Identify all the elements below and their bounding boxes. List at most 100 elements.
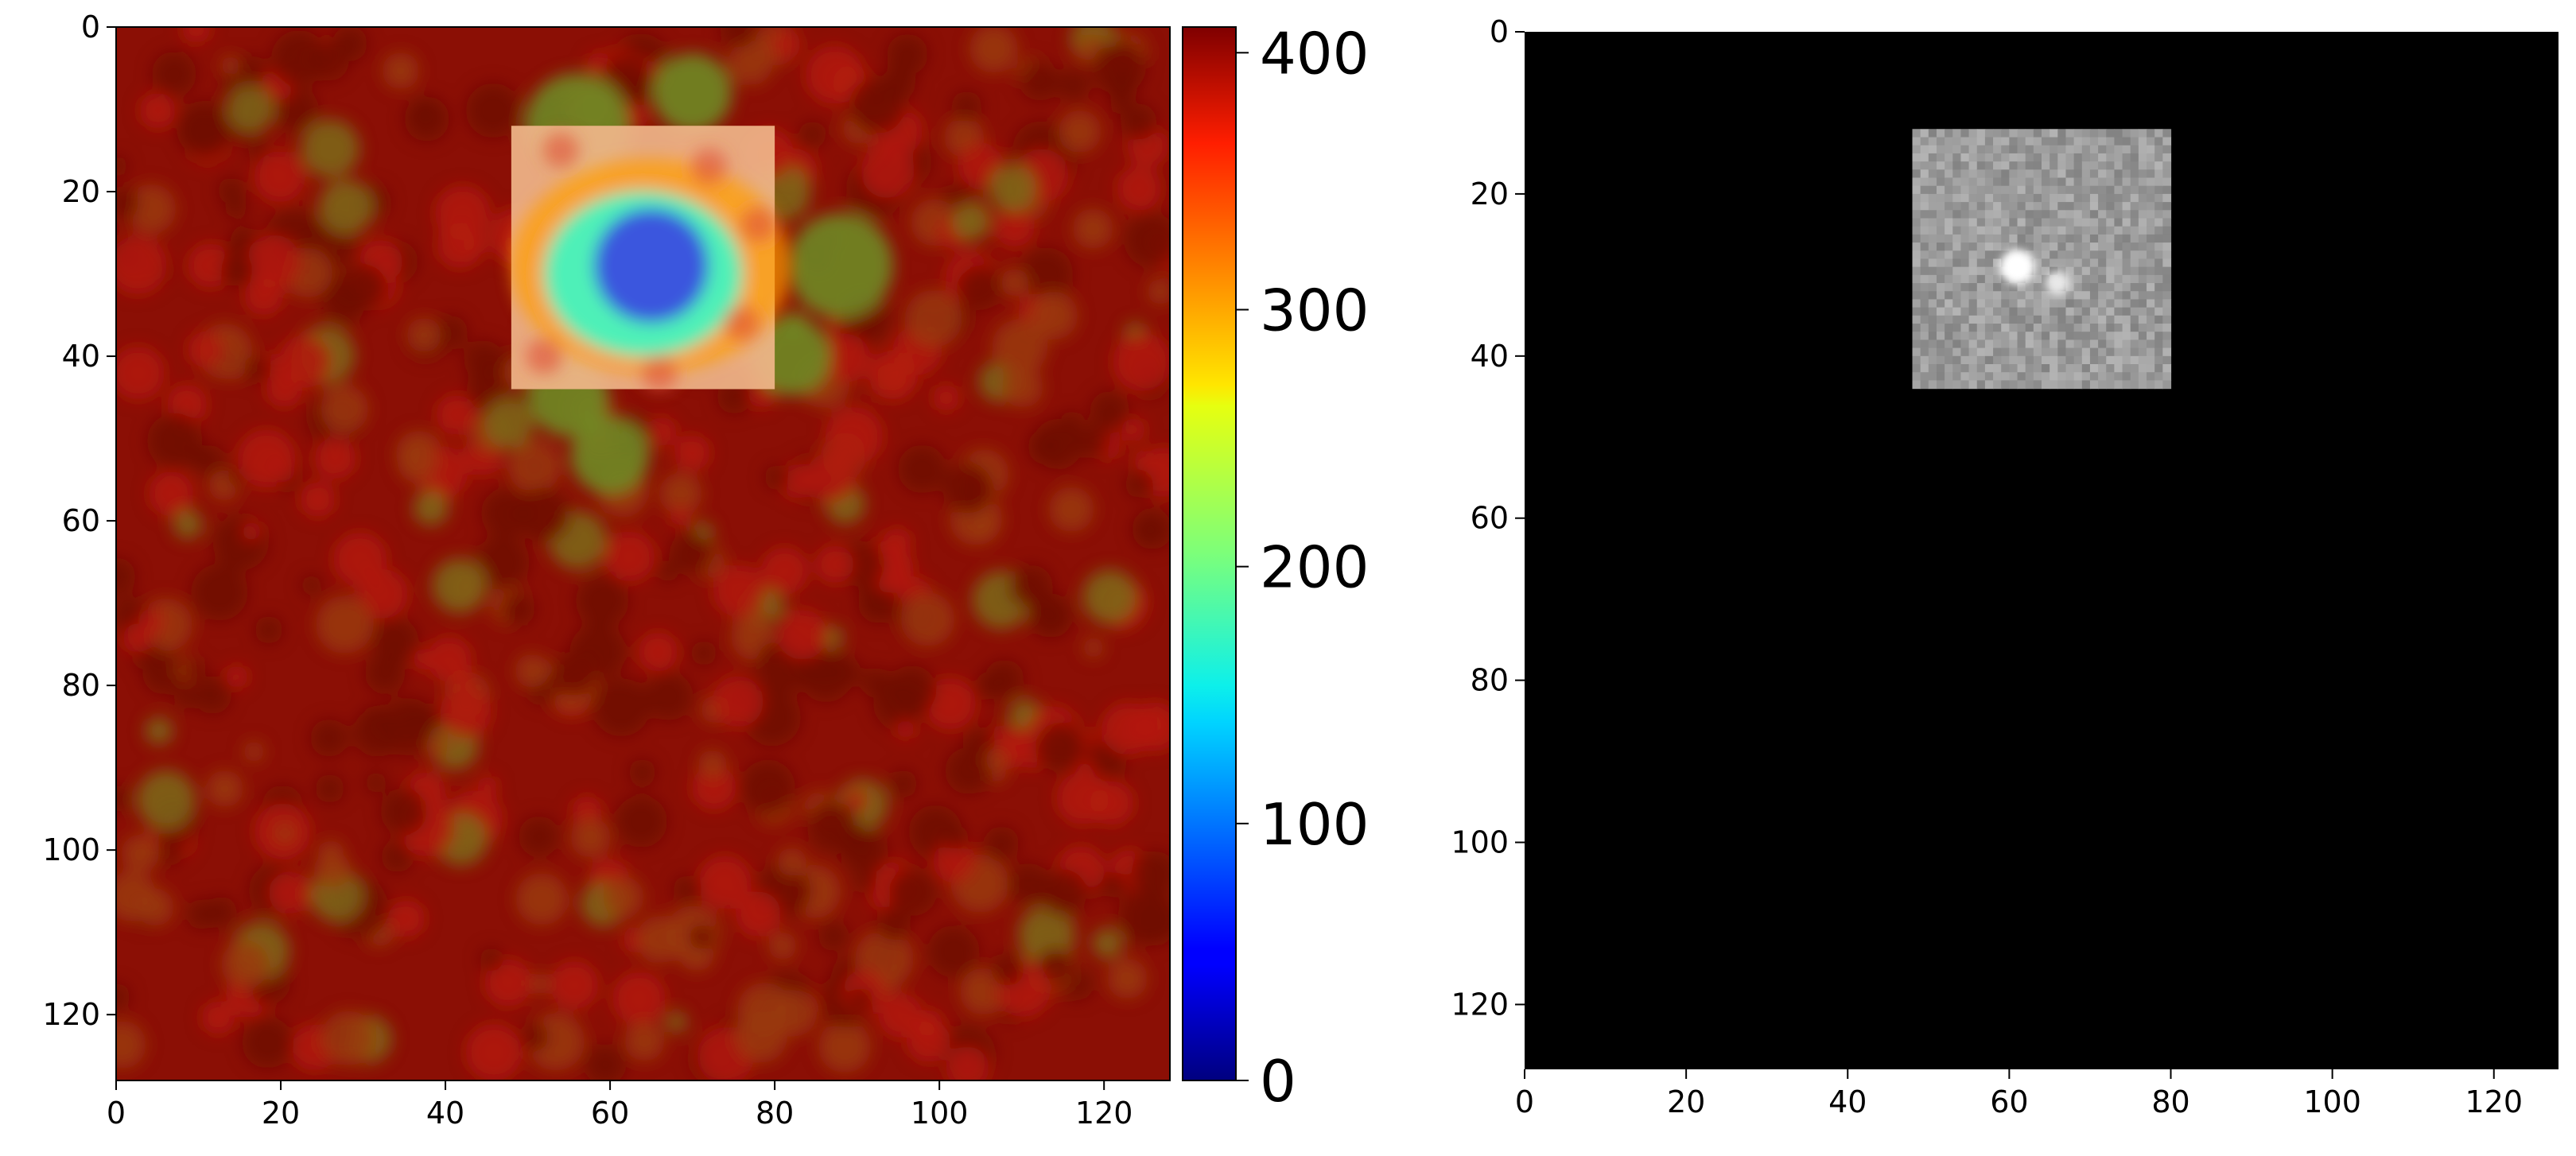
noise-pixel xyxy=(1928,153,1937,162)
heat-blob xyxy=(136,770,196,829)
heat-blob xyxy=(1101,872,1127,898)
noise-pixel xyxy=(2106,226,2116,235)
noise-pixel xyxy=(2057,380,2067,390)
noise-pixel xyxy=(2025,218,2034,227)
noise-pixel xyxy=(2057,193,2067,203)
noise-pixel xyxy=(2081,372,2091,381)
noise-pixel xyxy=(2025,332,2034,341)
noise-pixel xyxy=(1936,355,1945,365)
noise-pixel xyxy=(2033,347,2042,357)
noise-pixel xyxy=(1945,339,1953,349)
noise-pixel xyxy=(1993,266,2002,276)
noise-pixel xyxy=(1936,129,1945,138)
noise-pixel xyxy=(2081,185,2091,195)
noise-pixel xyxy=(1984,218,1994,227)
heat-blob xyxy=(975,671,1004,700)
heat-blob xyxy=(480,947,503,971)
heat-blob xyxy=(713,564,766,618)
noise-pixel xyxy=(2033,177,2042,187)
heat-blob xyxy=(156,839,184,867)
noise-pixel xyxy=(2154,193,2163,203)
noise-pixel xyxy=(2081,177,2091,187)
noise-pixel xyxy=(2017,283,2026,292)
heat-blob xyxy=(217,177,245,204)
noise-pixel xyxy=(2162,380,2172,390)
noise-pixel xyxy=(2042,266,2050,276)
noise-pixel xyxy=(2025,339,2034,349)
noise-pixel xyxy=(1984,291,1994,301)
noise-pixel xyxy=(2033,355,2042,365)
grayscale-panel: 0 20 40 60 80 100 120 0 20 40 60 80 100 120 xyxy=(1451,14,2559,1119)
noise-pixel xyxy=(1993,193,2002,203)
noise-pixel xyxy=(2057,242,2067,251)
noise-pixel xyxy=(2098,307,2107,316)
noise-pixel xyxy=(2081,234,2091,243)
noise-pixel xyxy=(2106,169,2116,179)
noise-pixel xyxy=(2042,161,2050,170)
heat-blob xyxy=(849,987,873,1012)
noise-pixel xyxy=(2130,364,2139,373)
noise-pixel xyxy=(2130,250,2139,260)
noise-pixel xyxy=(2122,177,2131,187)
noise-pixel xyxy=(2033,169,2042,179)
noise-pixel xyxy=(1993,355,2002,365)
heat-blob xyxy=(933,840,976,883)
heat-blob xyxy=(652,53,732,133)
noise-pixel xyxy=(1976,185,1986,195)
noise-pixel xyxy=(2147,339,2155,349)
noise-pixel xyxy=(1984,161,1994,170)
heat-blob xyxy=(888,770,918,798)
noise-pixel xyxy=(2114,364,2123,373)
noise-pixel xyxy=(1928,332,1937,341)
heat-blob xyxy=(173,684,200,709)
noise-pixel xyxy=(2050,234,2058,243)
heat-blob xyxy=(932,384,960,412)
heat-blob xyxy=(712,676,763,727)
noise-pixel xyxy=(1945,161,1953,170)
noise-pixel xyxy=(2130,347,2139,357)
noise-pixel xyxy=(2162,307,2172,316)
noise-pixel xyxy=(2050,364,2058,373)
noise-pixel xyxy=(2050,372,2058,381)
heat-blob xyxy=(1001,366,1043,408)
noise-pixel xyxy=(2073,129,2083,138)
noise-pixel xyxy=(1936,145,1945,154)
noise-pixel xyxy=(1945,380,1953,390)
bright-spot xyxy=(1999,249,2035,285)
noise-pixel xyxy=(2001,291,2010,301)
noise-pixel xyxy=(2001,177,2010,187)
noise-pixel xyxy=(1936,347,1945,357)
noise-pixel xyxy=(2033,315,2042,324)
noise-pixel xyxy=(2033,218,2042,227)
noise-pixel xyxy=(2033,266,2042,276)
noise-pixel xyxy=(2001,202,2010,211)
noise-pixel xyxy=(1945,153,1953,162)
noise-pixel xyxy=(1952,129,1962,138)
noise-pixel xyxy=(2017,193,2026,203)
noise-pixel xyxy=(2057,307,2067,316)
heat-blob xyxy=(973,514,1000,541)
noise-pixel xyxy=(1984,258,1994,268)
noise-pixel xyxy=(1984,169,1994,179)
heat-blob xyxy=(434,185,491,242)
noise-pixel xyxy=(1993,242,2002,251)
noise-pixel xyxy=(2098,372,2107,381)
noise-pixel xyxy=(2073,161,2083,170)
noise-pixel xyxy=(2009,347,2018,357)
heat-blob xyxy=(991,952,1024,986)
noise-pixel xyxy=(1928,137,1937,146)
noise-pixel xyxy=(2147,258,2155,268)
y-tick-label: 80 xyxy=(62,668,100,703)
noise-pixel xyxy=(2057,137,2067,146)
noise-pixel xyxy=(2154,202,2163,211)
noise-pixel xyxy=(1912,372,1921,381)
noise-pixel xyxy=(1968,258,1978,268)
noise-pixel xyxy=(2106,234,2116,243)
noise-pixel xyxy=(2154,129,2163,138)
y-tick-label: 100 xyxy=(1451,825,1509,860)
noise-pixel xyxy=(1936,202,1945,211)
heat-blob xyxy=(432,558,488,614)
noise-pixel xyxy=(1945,355,1953,365)
noise-pixel xyxy=(2147,324,2155,332)
noise-pixel xyxy=(1968,274,1978,284)
